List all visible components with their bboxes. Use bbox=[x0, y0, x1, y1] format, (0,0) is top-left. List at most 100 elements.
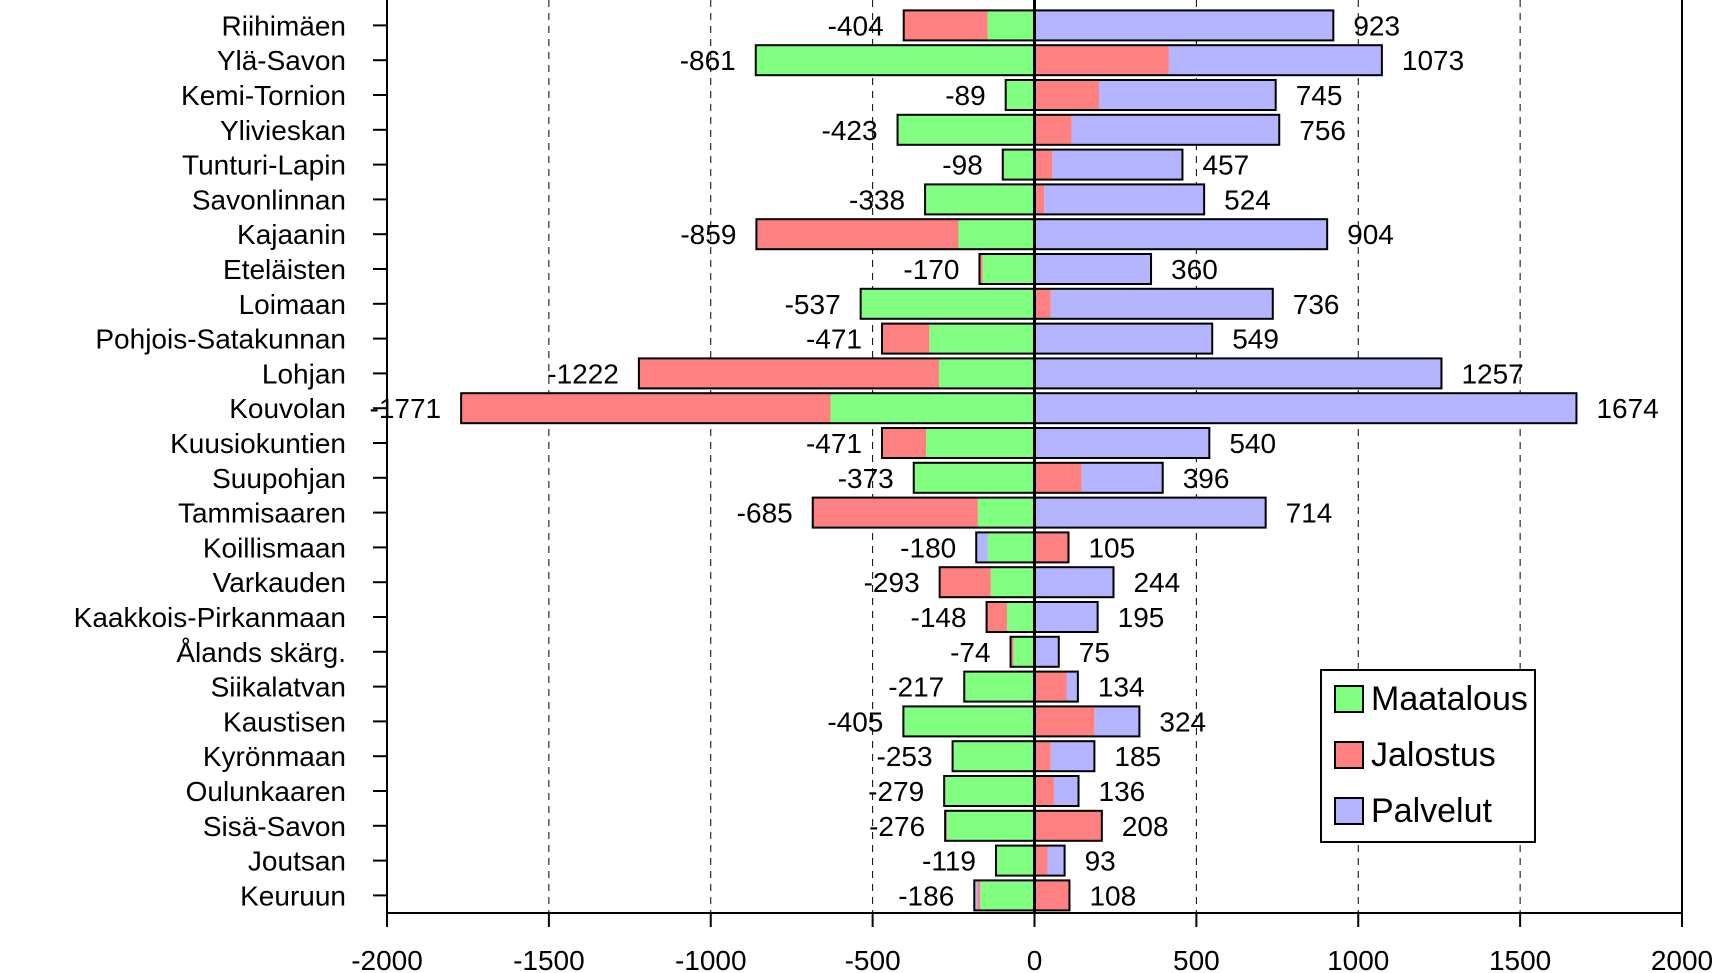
bar-segment bbox=[1052, 149, 1183, 180]
bar-segment bbox=[903, 10, 988, 41]
negative-total-label: -217 bbox=[888, 672, 944, 703]
positive-total-label: 540 bbox=[1229, 428, 1276, 459]
bar-segment bbox=[1034, 149, 1053, 180]
category-label: Oulunkaaren bbox=[186, 776, 346, 807]
bar-segment bbox=[929, 323, 1035, 354]
bar-segment bbox=[944, 776, 1035, 806]
bar-segment bbox=[1081, 462, 1163, 493]
bar-segment bbox=[903, 706, 1035, 737]
positive-total-label: 904 bbox=[1347, 219, 1394, 250]
category-label: Riihimäen bbox=[222, 10, 347, 41]
category-label: Kyrönmaan bbox=[203, 741, 346, 772]
positive-total-label: 756 bbox=[1299, 115, 1346, 146]
bar-segment bbox=[926, 428, 1035, 458]
category-label: Loimaan bbox=[239, 289, 346, 320]
negative-total-label: -1771 bbox=[370, 393, 442, 424]
bars bbox=[460, 0, 1578, 913]
bar-segment bbox=[1053, 776, 1079, 806]
bar-segment bbox=[1034, 706, 1095, 737]
positive-total-label: 244 bbox=[1133, 567, 1180, 598]
bar-segment bbox=[1034, 497, 1266, 528]
bar-segment bbox=[1034, 80, 1100, 110]
category-label: Tunturi-Lapin bbox=[182, 150, 346, 181]
bar-segment bbox=[1034, 462, 1082, 493]
bar-segment bbox=[897, 114, 1035, 145]
bar-segment bbox=[1013, 636, 1035, 667]
positive-total-label: 524 bbox=[1224, 184, 1271, 215]
bar-segment bbox=[756, 219, 959, 250]
bar-segment bbox=[1034, 254, 1152, 284]
negative-total-label: -404 bbox=[828, 10, 884, 41]
category-label: Savonlinnan bbox=[192, 184, 346, 215]
bar-segment bbox=[1034, 567, 1114, 598]
bar-segment bbox=[1034, 393, 1577, 424]
plot-frame bbox=[386, 0, 1683, 914]
bar-segment bbox=[977, 880, 981, 911]
negative-total-label: -253 bbox=[877, 741, 933, 772]
bar-segment bbox=[830, 393, 1035, 424]
negative-total-label: -859 bbox=[680, 219, 736, 250]
negative-total-label: -373 bbox=[838, 463, 894, 494]
positive-total-label: 360 bbox=[1171, 254, 1218, 285]
bar-segment bbox=[913, 462, 1035, 493]
bar-segment bbox=[990, 567, 1035, 598]
bar-segment bbox=[882, 428, 927, 458]
legend-swatch bbox=[1334, 685, 1364, 713]
bar-segment bbox=[982, 254, 1035, 284]
bar-segment bbox=[1034, 45, 1169, 76]
negative-total-label: -148 bbox=[911, 602, 967, 633]
negative-total-label: -293 bbox=[864, 567, 920, 598]
positive-total-label: 208 bbox=[1122, 811, 1169, 842]
positive-total-label: 134 bbox=[1098, 672, 1145, 703]
negative-total-label: -1222 bbox=[547, 358, 619, 389]
negative-total-label: -186 bbox=[898, 880, 954, 911]
positive-total-label: 324 bbox=[1159, 706, 1206, 737]
bar-segment bbox=[1034, 810, 1102, 841]
bar-segment bbox=[1034, 184, 1045, 215]
bar-segment bbox=[1005, 80, 1035, 110]
positive-total-label: 1257 bbox=[1461, 358, 1523, 389]
bar-segment bbox=[1094, 706, 1140, 737]
bar-segment bbox=[1034, 671, 1067, 702]
x-tick-label: -1000 bbox=[675, 945, 747, 973]
category-labels: Riihimäen Ylä-Savon Kemi-Tornion Ylivieskan… bbox=[74, 10, 387, 911]
bar-segment bbox=[987, 10, 1035, 41]
bar-segment bbox=[947, 810, 1035, 841]
x-tick-label: 0 bbox=[1027, 945, 1043, 973]
positive-total-label: 396 bbox=[1183, 463, 1230, 494]
bar-segment bbox=[958, 219, 1035, 250]
positive-total-label: 923 bbox=[1353, 10, 1400, 41]
positive-total-label: 1073 bbox=[1402, 45, 1464, 76]
category-label: Eteläisten bbox=[223, 254, 346, 285]
negative-total-label: -180 bbox=[900, 532, 956, 563]
negative-total-label: -685 bbox=[737, 498, 793, 529]
legend-label: Maatalous bbox=[1371, 680, 1528, 718]
bar-segment bbox=[461, 393, 831, 424]
x-axis: -2000 -1500 -1000 -500 0 500 1000 1500 2000 bbox=[351, 913, 1713, 973]
negative-total-label: -89 bbox=[945, 80, 985, 111]
bar-segment bbox=[1034, 741, 1051, 772]
category-label: Sisä-Savon bbox=[203, 811, 346, 842]
category-label: Koillismaan bbox=[203, 532, 346, 563]
bar-segment bbox=[1034, 358, 1442, 389]
category-label: Kajaanin bbox=[237, 219, 346, 250]
positive-total-label: 93 bbox=[1085, 846, 1116, 877]
negative-total-label: -279 bbox=[868, 776, 924, 807]
bar-segment bbox=[860, 288, 1035, 319]
positive-total-label: 185 bbox=[1114, 741, 1161, 772]
x-tick-label: 1000 bbox=[1327, 945, 1389, 973]
x-tick-label: 500 bbox=[1173, 945, 1220, 973]
negative-total-label: -471 bbox=[806, 324, 862, 355]
bar-segment bbox=[1034, 845, 1048, 876]
category-label: Siikalatvan bbox=[211, 672, 346, 703]
category-label: Kuusiokuntien bbox=[170, 428, 346, 459]
value-labels: -404 923 -861 1073 -89 745 -423 756 -98 457 -338 52… bbox=[370, 10, 1659, 911]
bar-segment bbox=[974, 880, 978, 911]
category-label: Kouvolan bbox=[229, 393, 346, 424]
category-label: Keuruun bbox=[240, 880, 346, 911]
legend: Maatalous Jalostus Palvelut bbox=[1320, 669, 1536, 843]
positive-total-label: 75 bbox=[1079, 637, 1110, 668]
bar-segment bbox=[1034, 532, 1069, 563]
bar-segment bbox=[1006, 602, 1035, 632]
